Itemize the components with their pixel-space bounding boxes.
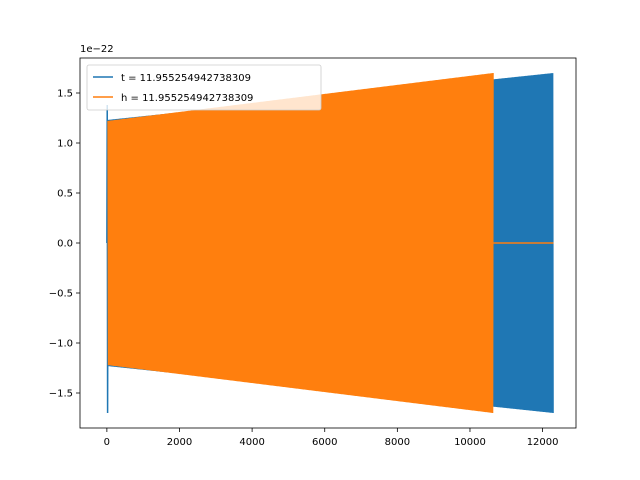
x-tick-label: 10000	[454, 437, 486, 448]
legend-box	[86, 64, 322, 111]
x-tick-label: 12000	[527, 437, 559, 448]
y-offset-label: 1e−22	[80, 44, 114, 55]
legend-label-h: h = 11.955254942738309	[121, 93, 253, 104]
legend: t = 11.955254942738309 h = 11.9552549427…	[86, 64, 322, 111]
legend-label-t: t = 11.955254942738309	[121, 73, 251, 84]
y-axis: −1.5 −1.0 −0.5 0.0 0.5 1.0 1.5	[49, 89, 80, 400]
y-tick-label: 1.0	[57, 139, 73, 150]
series-layer	[106, 73, 554, 414]
y-tick-label: 0.5	[57, 189, 73, 200]
x-tick-label: 8000	[385, 437, 410, 448]
x-tick-label: 0	[104, 437, 110, 448]
y-tick-label: 1.5	[57, 89, 73, 100]
series-h-line	[107, 73, 494, 413]
y-tick-label: −1.5	[49, 389, 73, 400]
x-tick-label: 6000	[312, 437, 337, 448]
x-tick-label: 4000	[239, 437, 264, 448]
x-tick-label: 2000	[167, 437, 192, 448]
x-axis: 0 2000 4000 6000 8000 10000 12000	[104, 428, 559, 448]
y-tick-label: −1.0	[49, 339, 73, 350]
y-tick-label: 0.0	[57, 239, 73, 250]
y-tick-label: −0.5	[49, 289, 73, 300]
